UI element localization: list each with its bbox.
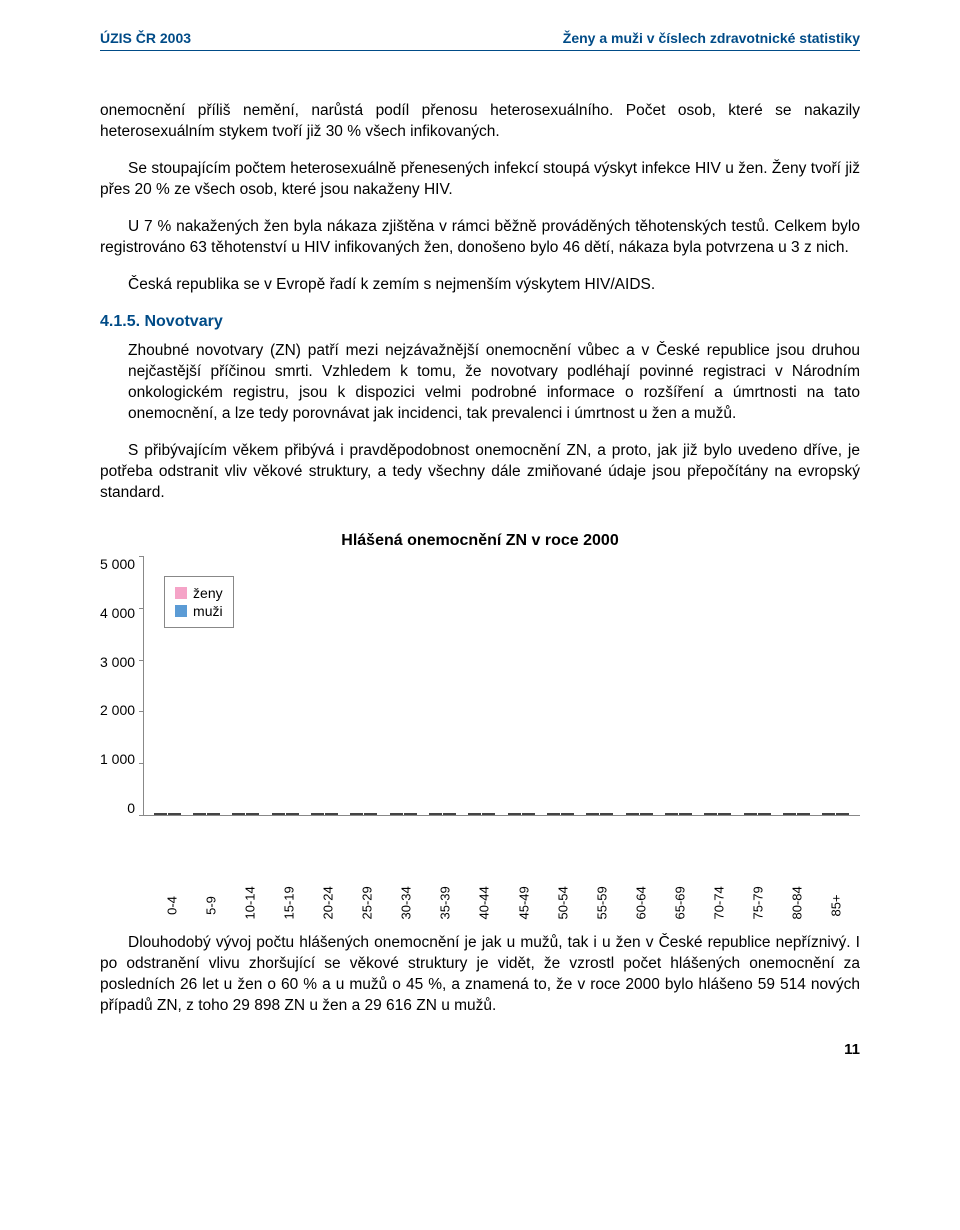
bar xyxy=(704,813,717,815)
bar-group xyxy=(704,813,732,815)
paragraph-1: onemocnění příliš nemění, narůstá podíl … xyxy=(100,101,860,143)
bar xyxy=(600,813,613,815)
bar xyxy=(586,813,599,815)
header-right: Ženy a muži v číslech zdravotnické stati… xyxy=(563,30,860,46)
bar xyxy=(232,813,245,815)
bar xyxy=(718,813,731,815)
bars-area xyxy=(144,556,860,815)
x-tick-label: 5-9 xyxy=(203,891,218,919)
x-tick-label: 40-44 xyxy=(477,891,492,919)
bar-group xyxy=(822,813,850,815)
x-tick-label: 85+ xyxy=(829,891,844,919)
bar xyxy=(679,813,692,815)
bar xyxy=(783,813,796,815)
y-tick-label: 4 000 xyxy=(100,605,135,621)
bar-group xyxy=(193,813,221,815)
paragraph-5: Zhoubné novotvary (ZN) patří mezi nejzáv… xyxy=(128,341,860,425)
x-tick-label: 65-69 xyxy=(672,891,687,919)
bar xyxy=(561,813,574,815)
bar xyxy=(193,813,206,815)
bar xyxy=(822,813,835,815)
x-tick-label: 45-49 xyxy=(516,891,531,919)
bar xyxy=(154,813,167,815)
bar-group xyxy=(586,813,614,815)
bar-group xyxy=(390,813,418,815)
bar xyxy=(272,813,285,815)
paragraph-2: Se stoupajícím počtem heterosexuálně pře… xyxy=(100,159,860,201)
bar xyxy=(744,813,757,815)
bar xyxy=(522,813,535,815)
bar xyxy=(482,813,495,815)
paragraph-3: U 7 % nakažených žen byla nákaza zjištěn… xyxy=(100,217,860,259)
bar-group xyxy=(350,813,378,815)
bar xyxy=(640,813,653,815)
x-tick-label: 0-4 xyxy=(164,891,179,919)
x-tick-label: 20-24 xyxy=(320,891,335,919)
x-tick-label: 30-34 xyxy=(399,891,414,919)
bar xyxy=(508,813,521,815)
bar xyxy=(836,813,849,815)
bar-group xyxy=(783,813,811,815)
section-heading: 4.1.5. Novotvary xyxy=(100,313,860,331)
header-bar: ÚZIS ČR 2003 Ženy a muži v číslech zdrav… xyxy=(100,30,860,51)
bar-group xyxy=(508,813,536,815)
bar xyxy=(665,813,678,815)
bar xyxy=(547,813,560,815)
bar xyxy=(364,813,377,815)
bar xyxy=(429,813,442,815)
x-tick-label: 55-59 xyxy=(594,891,609,919)
bar-group xyxy=(311,813,339,815)
bar xyxy=(797,813,810,815)
bar xyxy=(350,813,363,815)
header-left: ÚZIS ČR 2003 xyxy=(100,30,191,46)
y-tick-label: 2 000 xyxy=(100,702,135,718)
bar xyxy=(390,813,403,815)
x-tick-label: 50-54 xyxy=(555,891,570,919)
x-tick-label: 35-39 xyxy=(438,891,453,919)
bar-group xyxy=(626,813,654,815)
x-tick-label: 10-14 xyxy=(242,891,257,919)
x-tick-label: 80-84 xyxy=(790,891,805,919)
bar-group xyxy=(232,813,260,815)
bar xyxy=(325,813,338,815)
bar xyxy=(311,813,324,815)
bar-group xyxy=(272,813,300,815)
plot-area: ženymuži xyxy=(143,556,860,816)
y-tick-label: 5 000 xyxy=(100,556,135,572)
bar xyxy=(443,813,456,815)
bar xyxy=(758,813,771,815)
bar-group xyxy=(429,813,457,815)
bar xyxy=(626,813,639,815)
bar-group xyxy=(547,813,575,815)
bar xyxy=(207,813,220,815)
y-tick-label: 1 000 xyxy=(100,751,135,767)
bar-group xyxy=(154,813,182,815)
bar-group xyxy=(744,813,772,815)
x-tick-label: 75-79 xyxy=(751,891,766,919)
x-tick-label: 70-74 xyxy=(712,891,727,919)
page-number: 11 xyxy=(100,1041,860,1058)
bar xyxy=(404,813,417,815)
bar xyxy=(468,813,481,815)
bar-group xyxy=(665,813,693,815)
x-tick-label: 60-64 xyxy=(633,891,648,919)
y-axis: 5 000 4 000 3 000 2 000 1 000 0 xyxy=(100,556,143,816)
y-tick-label: 3 000 xyxy=(100,654,135,670)
chart-title: Hlášená onemocnění ZN v roce 2000 xyxy=(100,532,860,550)
bar-chart: Hlášená onemocnění ZN v roce 2000 5 000 4… xyxy=(100,532,860,913)
x-axis-labels: 0-45-910-1415-1920-2425-2930-3435-3940-4… xyxy=(148,876,860,913)
bar-group xyxy=(468,813,496,815)
x-tick-label: 15-19 xyxy=(281,891,296,919)
bar xyxy=(168,813,181,815)
bar xyxy=(286,813,299,815)
paragraph-4: Česká republika se v Evropě řadí k zemím… xyxy=(100,275,860,296)
paragraph-6: S přibývajícím věkem přibývá i pravděpod… xyxy=(100,441,860,504)
paragraph-7: Dlouhodobý vývoj počtu hlášených onemocn… xyxy=(100,933,860,1017)
bar xyxy=(246,813,259,815)
x-tick-label: 25-29 xyxy=(360,891,375,919)
y-tick-label: 0 xyxy=(127,800,135,816)
